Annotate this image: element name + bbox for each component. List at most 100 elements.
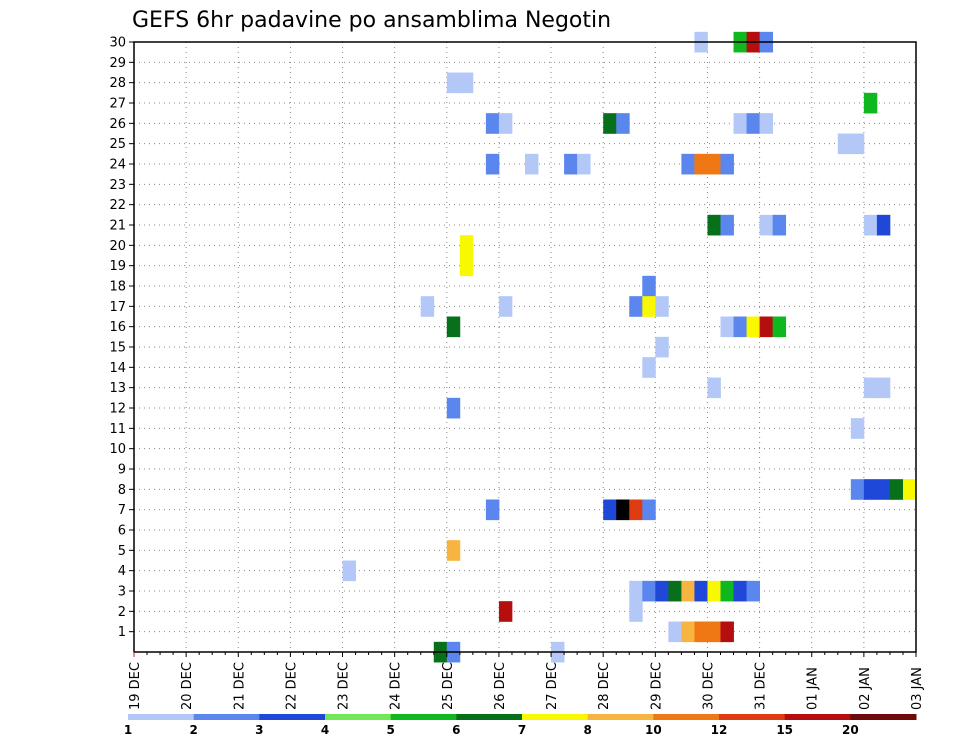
grid-lines <box>134 41 916 652</box>
precip-cell <box>863 377 878 399</box>
precip-cell <box>485 499 500 521</box>
precip-cell <box>902 479 917 500</box>
colorbar-label: 12 <box>711 723 728 737</box>
precip-cell <box>707 580 721 602</box>
x-tick-label: 19 DEC <box>128 662 143 710</box>
y-tick-label: 10 <box>109 442 126 457</box>
precip-cell <box>707 621 721 643</box>
y-tick-label: 19 <box>109 259 126 274</box>
y-tick-label: 21 <box>109 219 126 234</box>
y-tick-label: 17 <box>109 300 126 315</box>
precip-cell <box>655 580 669 602</box>
x-tick-label: 31 DEC <box>754 662 769 710</box>
precip-cell <box>498 113 513 134</box>
y-tick-label: 5 <box>118 544 126 559</box>
precip-cell <box>707 153 721 175</box>
y-tick-label: 15 <box>109 341 126 356</box>
precip-cell <box>498 601 513 622</box>
precip-cell <box>446 316 461 338</box>
colorbar-label: 4 <box>321 723 329 737</box>
y-tick-label: 26 <box>109 117 126 132</box>
precip-cell <box>655 296 669 317</box>
chart-title: GEFS 6hr padavine po ansamblima Negotin <box>132 8 611 33</box>
precip-cell <box>850 418 865 439</box>
precip-cell <box>420 296 435 317</box>
y-tick-label: 6 <box>118 524 126 539</box>
y-tick-label: 11 <box>109 422 126 437</box>
precip-cell <box>603 113 617 134</box>
x-axis: 19 DEC 20 DEC 21 DEC 22 DEC 23 DEC 24 DEC 25 D… <box>128 652 925 710</box>
y-tick-label: 25 <box>109 137 126 152</box>
colorbar-swatch <box>522 714 589 720</box>
precip-cell <box>733 316 747 338</box>
y-tick-label: 3 <box>118 585 126 600</box>
precip-cell <box>850 479 865 500</box>
precip-cell <box>863 214 878 236</box>
colorbar-swatch <box>587 714 654 720</box>
precip-cell <box>642 275 656 297</box>
colorbar-swatch <box>128 714 195 720</box>
x-tick-label: 02 JAN <box>858 667 873 710</box>
y-tick-label: 14 <box>109 361 126 376</box>
colorbar-swatch <box>193 714 260 720</box>
colorbar-swatch <box>719 714 786 720</box>
colorbar-label: 6 <box>452 723 460 737</box>
x-tick-label: 20 DEC <box>180 662 195 710</box>
colorbar-swatch <box>653 714 720 720</box>
precip-cell <box>629 499 643 521</box>
x-tick-label: 22 DEC <box>284 662 299 710</box>
precipitation-cells <box>342 31 917 663</box>
precip-cell <box>876 214 891 236</box>
precip-cell <box>629 601 643 622</box>
precip-cell <box>746 316 760 338</box>
precip-cell <box>720 580 734 602</box>
precip-cell <box>668 580 682 602</box>
precip-cell <box>642 296 656 317</box>
precip-cell <box>707 214 721 236</box>
colorbar-label: 10 <box>645 723 662 737</box>
precip-cell <box>876 479 891 500</box>
colorbar-label: 15 <box>776 723 793 737</box>
colorbar-label: 3 <box>255 723 263 737</box>
precip-cell <box>733 580 747 602</box>
precip-cell <box>642 499 656 521</box>
precip-cell <box>485 113 500 134</box>
precip-cell <box>681 153 695 175</box>
precip-cell <box>446 72 461 94</box>
x-tick-label: 03 JAN <box>910 667 925 710</box>
y-tick-label: 12 <box>109 402 126 417</box>
precip-cell <box>616 499 630 521</box>
precip-cell <box>498 296 513 317</box>
x-tick-label: 28 DEC <box>597 662 612 710</box>
precip-cell <box>746 580 760 602</box>
x-tick-label: 30 DEC <box>701 662 716 710</box>
precip-cell <box>681 621 695 643</box>
precip-cell <box>772 316 787 338</box>
x-tick-label: 25 DEC <box>441 662 456 710</box>
precip-cell <box>655 336 669 358</box>
y-tick-label: 27 <box>109 97 126 112</box>
y-tick-label: 28 <box>109 76 126 91</box>
precip-cell <box>694 153 708 175</box>
precip-cell <box>459 72 474 94</box>
precip-cell <box>459 255 474 277</box>
precip-cell <box>485 153 500 175</box>
precip-cell <box>577 153 591 175</box>
y-tick-label: 20 <box>109 239 126 254</box>
precip-cell <box>720 214 734 236</box>
colorbar-label: 20 <box>842 723 859 737</box>
y-tick-label: 2 <box>118 605 126 620</box>
x-tick-label: 27 DEC <box>545 662 560 710</box>
precip-cell <box>694 621 708 643</box>
precip-cell <box>616 113 630 134</box>
colorbar-swatch <box>784 714 851 720</box>
y-tick-label: 30 <box>109 36 126 51</box>
colorbar-swatch <box>456 714 523 720</box>
colorbar-label: 1 <box>124 723 132 737</box>
precip-cell <box>564 153 578 175</box>
precip-cell <box>889 479 904 500</box>
x-tick-label: 26 DEC <box>493 662 508 710</box>
y-tick-label: 18 <box>109 280 126 295</box>
precip-cell <box>720 316 734 338</box>
